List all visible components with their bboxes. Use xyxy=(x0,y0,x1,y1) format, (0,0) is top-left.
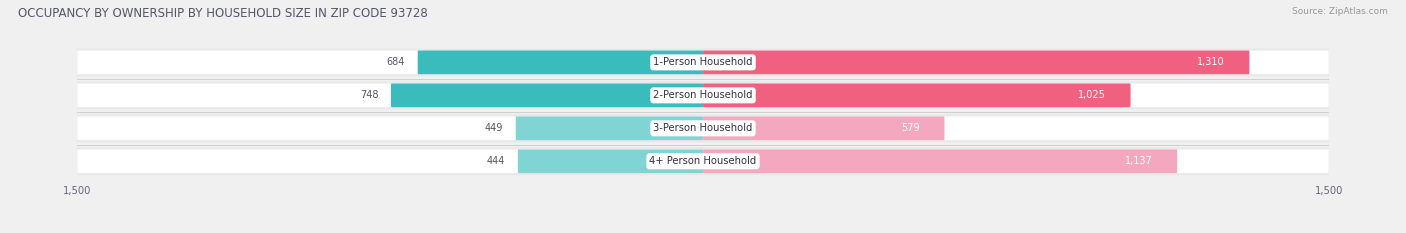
FancyBboxPatch shape xyxy=(516,116,703,140)
FancyBboxPatch shape xyxy=(77,51,1329,74)
FancyBboxPatch shape xyxy=(77,149,1329,173)
FancyBboxPatch shape xyxy=(703,83,1130,107)
Text: Source: ZipAtlas.com: Source: ZipAtlas.com xyxy=(1292,7,1388,16)
Text: 579: 579 xyxy=(901,123,920,133)
FancyBboxPatch shape xyxy=(56,82,1350,109)
Text: 444: 444 xyxy=(486,156,505,166)
FancyBboxPatch shape xyxy=(77,116,1329,140)
FancyBboxPatch shape xyxy=(56,114,1350,142)
Text: OCCUPANCY BY OWNERSHIP BY HOUSEHOLD SIZE IN ZIP CODE 93728: OCCUPANCY BY OWNERSHIP BY HOUSEHOLD SIZE… xyxy=(18,7,427,20)
FancyBboxPatch shape xyxy=(77,83,1329,107)
Text: 1-Person Household: 1-Person Household xyxy=(654,57,752,67)
Text: 748: 748 xyxy=(360,90,378,100)
Text: 2-Person Household: 2-Person Household xyxy=(654,90,752,100)
FancyBboxPatch shape xyxy=(418,51,703,74)
FancyBboxPatch shape xyxy=(703,116,945,140)
Text: 1,025: 1,025 xyxy=(1077,90,1105,100)
FancyBboxPatch shape xyxy=(56,48,1350,76)
Text: 4+ Person Household: 4+ Person Household xyxy=(650,156,756,166)
Text: 3-Person Household: 3-Person Household xyxy=(654,123,752,133)
Text: 1,137: 1,137 xyxy=(1125,156,1153,166)
FancyBboxPatch shape xyxy=(703,51,1250,74)
FancyBboxPatch shape xyxy=(56,147,1350,175)
FancyBboxPatch shape xyxy=(391,83,703,107)
FancyBboxPatch shape xyxy=(703,149,1177,173)
Text: 1,310: 1,310 xyxy=(1197,57,1225,67)
FancyBboxPatch shape xyxy=(517,149,703,173)
Text: 684: 684 xyxy=(387,57,405,67)
Text: 449: 449 xyxy=(485,123,503,133)
